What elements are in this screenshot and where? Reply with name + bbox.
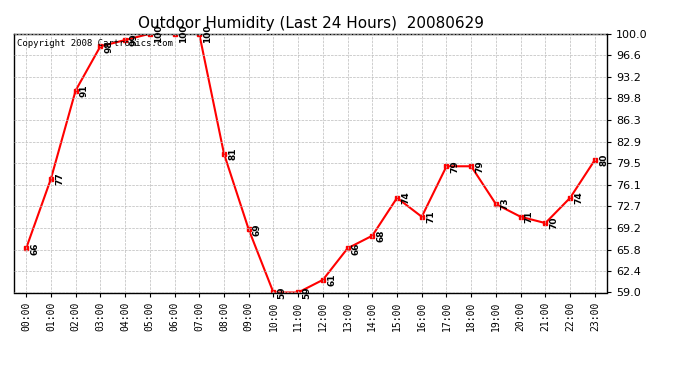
Text: 70: 70 — [549, 217, 558, 229]
Text: 68: 68 — [377, 230, 386, 242]
Text: 59: 59 — [302, 286, 311, 299]
Text: 74: 74 — [401, 192, 410, 204]
Text: 80: 80 — [599, 154, 608, 166]
Text: 59: 59 — [277, 286, 286, 299]
Text: 61: 61 — [327, 274, 336, 286]
Text: 79: 79 — [451, 160, 460, 172]
Text: Copyright 2008 Cartronics.com: Copyright 2008 Cartronics.com — [17, 39, 172, 48]
Title: Outdoor Humidity (Last 24 Hours)  20080629: Outdoor Humidity (Last 24 Hours) 2008062… — [137, 16, 484, 31]
Text: 91: 91 — [80, 84, 89, 97]
Text: 77: 77 — [55, 172, 64, 185]
Text: 99: 99 — [129, 34, 138, 46]
Text: 73: 73 — [500, 198, 509, 210]
Text: 98: 98 — [104, 40, 113, 53]
Text: 100: 100 — [154, 24, 163, 43]
Text: 100: 100 — [179, 24, 188, 43]
Text: 71: 71 — [426, 210, 435, 223]
Text: 66: 66 — [30, 242, 39, 255]
Text: 81: 81 — [228, 147, 237, 160]
Text: 79: 79 — [475, 160, 484, 172]
Text: 69: 69 — [253, 223, 262, 236]
Text: 71: 71 — [525, 210, 534, 223]
Text: 100: 100 — [204, 24, 213, 43]
Text: 74: 74 — [574, 192, 583, 204]
Text: 66: 66 — [352, 242, 361, 255]
